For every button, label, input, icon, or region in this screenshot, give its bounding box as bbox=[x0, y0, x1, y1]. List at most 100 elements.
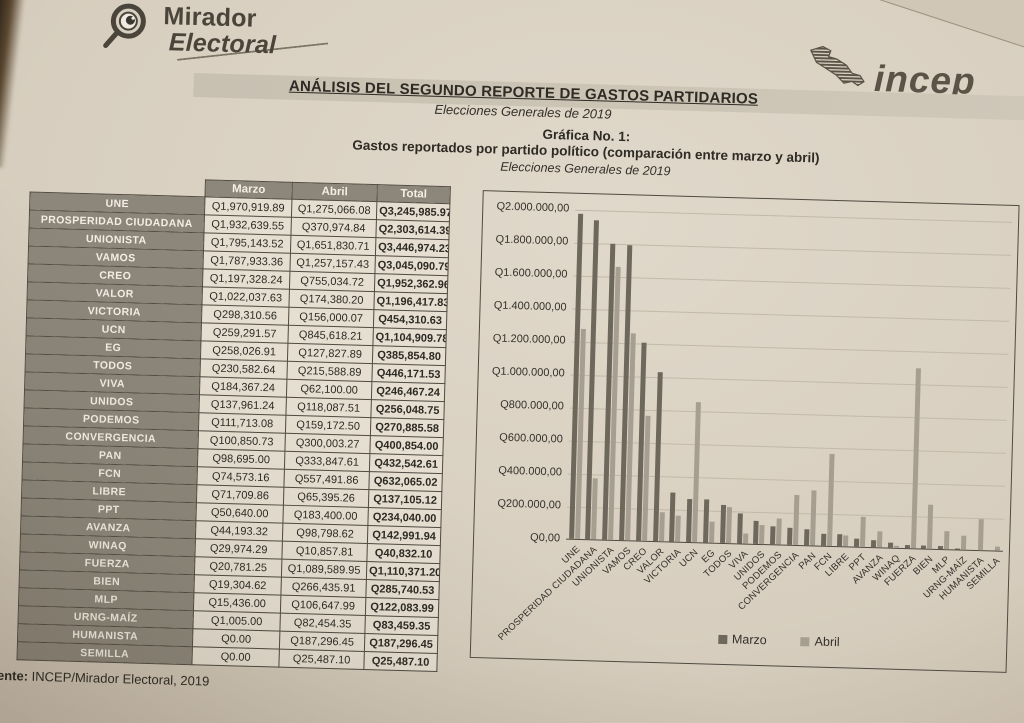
source-note: uente: INCEP/Mirador Electoral, 2019 bbox=[0, 668, 210, 689]
total-cell: Q400,854.00 bbox=[369, 435, 444, 456]
bar-abril bbox=[675, 515, 682, 542]
bar-marzo bbox=[803, 529, 810, 546]
abril-cell: Q159,172.50 bbox=[285, 415, 371, 436]
legend-swatch-icon bbox=[800, 636, 810, 646]
abril-cell: Q118,087.51 bbox=[285, 397, 372, 418]
bar-group bbox=[702, 499, 715, 543]
bar-group bbox=[955, 535, 967, 550]
y-tick-label: Q1.800.000,00 bbox=[495, 233, 569, 248]
bar-marzo bbox=[854, 538, 860, 547]
bar-abril bbox=[927, 504, 934, 549]
abril-cell: Q82,454.35 bbox=[279, 613, 366, 634]
marzo-cell: Q230,582.64 bbox=[199, 358, 288, 380]
y-tick-label: Q1.600.000,00 bbox=[494, 266, 568, 281]
total-cell: Q1,196,417.83 bbox=[373, 291, 448, 312]
y-tick-label: Q800.000,00 bbox=[500, 398, 564, 413]
bar-marzo bbox=[770, 526, 776, 545]
bar-abril bbox=[944, 531, 950, 550]
mirador-electoral-logo: Mirador Electoral bbox=[100, 0, 277, 64]
abril-cell: Q65,395.26 bbox=[283, 487, 369, 508]
bar-marzo bbox=[820, 533, 826, 546]
bar-group bbox=[652, 372, 669, 542]
marzo-cell: Q1,022,037.63 bbox=[201, 286, 290, 308]
bar-marzo bbox=[787, 527, 793, 545]
total-cell: Q187,296.45 bbox=[364, 633, 438, 654]
y-tick-label: Q2.000.000,00 bbox=[496, 200, 570, 215]
bar-marzo bbox=[955, 548, 961, 550]
total-cell: Q385,854.80 bbox=[372, 345, 446, 366]
marzo-cell: Q1,970,919.89 bbox=[204, 196, 292, 218]
total-cell: Q454,310.63 bbox=[373, 309, 447, 330]
abril-cell: Q183,400.00 bbox=[282, 505, 369, 526]
marzo-cell: Q111,713.08 bbox=[198, 412, 286, 434]
abril-cell: Q187,296.45 bbox=[279, 631, 365, 652]
abril-cell: Q557,491.86 bbox=[283, 469, 370, 490]
marzo-cell: Q20,781.25 bbox=[194, 556, 282, 578]
y-tick-label: Q1.200.000,00 bbox=[492, 332, 566, 347]
total-cell: Q122,083.99 bbox=[365, 597, 439, 618]
bar-abril bbox=[742, 533, 748, 544]
gridline bbox=[570, 374, 1008, 388]
total-cell: Q3,045,090.79 bbox=[374, 255, 449, 276]
marzo-cell: Q298,310.56 bbox=[201, 304, 289, 326]
bar-group bbox=[887, 542, 899, 548]
abril-cell: Q1,275,066.08 bbox=[291, 199, 377, 220]
expenses-table-body: UNE Q1,970,919.89 Q1,275,066.08 Q3,245,985.… bbox=[16, 191, 450, 672]
marzo-cell: Q1,932,639.55 bbox=[203, 214, 292, 236]
abril-cell: Q1,089,589.95 bbox=[281, 559, 367, 580]
total-cell: Q3,446,974.23 bbox=[375, 237, 449, 258]
marzo-cell: Q44,193.32 bbox=[195, 520, 283, 542]
marzo-cell: Q259,291.57 bbox=[200, 322, 289, 344]
total-cell: Q270,885.58 bbox=[370, 417, 444, 438]
total-cell: Q246,467.24 bbox=[371, 381, 445, 402]
marzo-cell: Q0.00 bbox=[191, 646, 280, 668]
bar-marzo bbox=[887, 542, 893, 548]
bar-abril bbox=[860, 516, 867, 547]
bar-group bbox=[568, 213, 589, 539]
legend-item-abril: Abril bbox=[800, 634, 840, 649]
marzo-cell: Q1,787,933.36 bbox=[202, 250, 291, 272]
bar-group bbox=[787, 494, 800, 546]
marzo-cell: Q50,640.00 bbox=[195, 502, 284, 524]
bar-group bbox=[770, 518, 782, 545]
bar-chart: UNE PROSPERIDAD CIUDADANA UNIONISTA VAMOS CR… bbox=[469, 190, 1020, 673]
gridline bbox=[568, 440, 1006, 454]
bar-group bbox=[904, 368, 921, 549]
abril-cell: Q266,435.91 bbox=[280, 577, 367, 598]
bar-group bbox=[635, 342, 653, 541]
bar-group bbox=[736, 513, 749, 544]
abril-cell: Q215,588.89 bbox=[286, 361, 373, 382]
bar-abril bbox=[960, 535, 967, 550]
marzo-cell: Q1,197,328.24 bbox=[202, 268, 290, 290]
bar-abril bbox=[692, 402, 702, 543]
bar-abril bbox=[759, 524, 765, 545]
abril-cell: Q25,487.10 bbox=[278, 649, 365, 670]
source-label: uente: bbox=[0, 667, 29, 684]
y-tick-label: Q0,00 bbox=[529, 531, 561, 545]
bar-abril bbox=[793, 494, 800, 546]
abril-cell: Q1,651,830.71 bbox=[290, 235, 376, 256]
abril-cell: Q98,798.62 bbox=[282, 523, 368, 544]
bar-abril bbox=[994, 546, 1000, 551]
abril-cell: Q333,847.61 bbox=[284, 451, 370, 472]
gridline bbox=[566, 506, 1004, 520]
marzo-cell: Q98,695.00 bbox=[197, 448, 285, 470]
bar-group bbox=[669, 492, 682, 542]
abril-cell: Q10,857.81 bbox=[281, 541, 368, 562]
logo-word-electoral: Electoral bbox=[168, 28, 277, 60]
abril-cell: Q845,618.21 bbox=[287, 325, 374, 346]
bar-group bbox=[719, 504, 732, 544]
total-cell: Q432,542.61 bbox=[369, 453, 443, 474]
gridline bbox=[575, 209, 1013, 223]
total-cell: Q1,104,909.78 bbox=[372, 327, 447, 348]
bar-abril bbox=[843, 535, 849, 547]
bar-group bbox=[686, 402, 702, 543]
abril-cell: Q62,100.00 bbox=[286, 379, 372, 400]
bar-marzo bbox=[938, 545, 944, 550]
bar-abril bbox=[776, 518, 782, 545]
bar-group bbox=[585, 220, 605, 540]
bar-abril bbox=[893, 545, 899, 548]
total-cell: Q285,740.53 bbox=[365, 579, 440, 600]
